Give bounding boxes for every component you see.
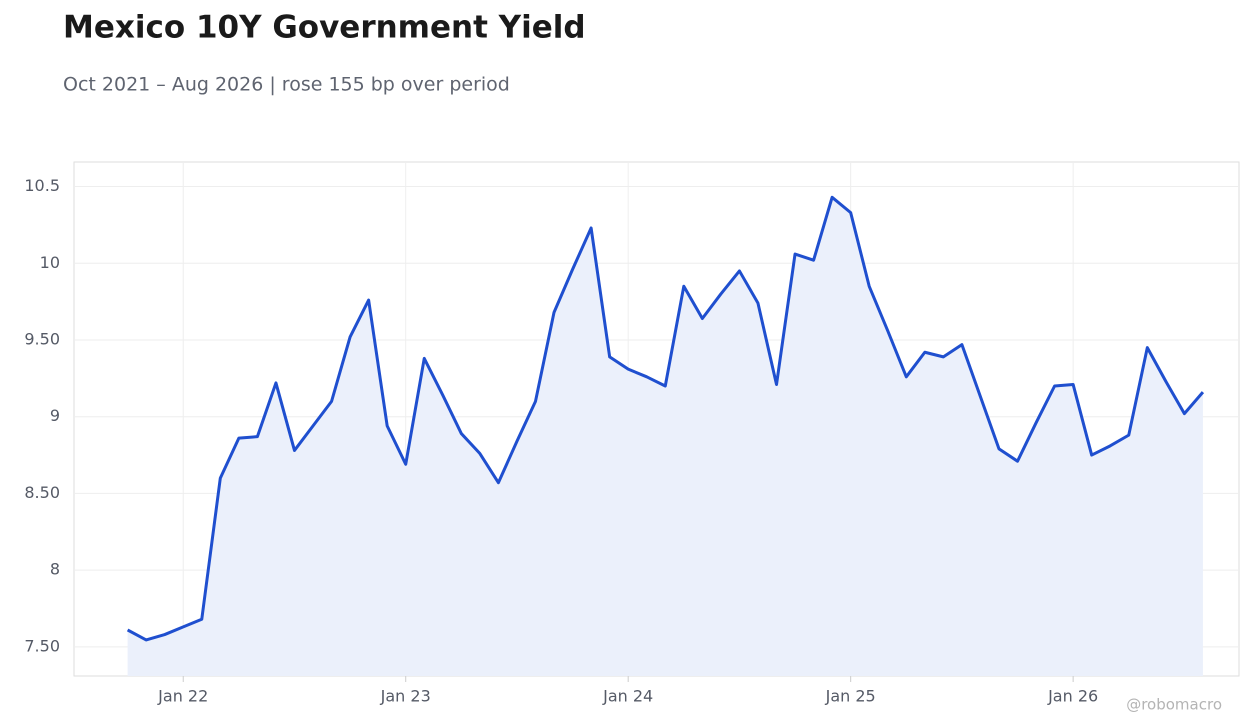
x-tick-label: Jan 26 xyxy=(1047,687,1098,706)
watermark: @robomacro xyxy=(1126,696,1222,714)
y-tick-label: 8 xyxy=(50,560,60,579)
chart-title: Mexico 10Y Government Yield xyxy=(63,10,586,46)
y-tick-label: 9.50 xyxy=(24,329,60,348)
area xyxy=(127,197,1203,676)
chart-subtitle: Oct 2021 – Aug 2026 | rose 155 bp over p… xyxy=(63,74,510,96)
y-tick-label: 10 xyxy=(40,253,60,272)
y-tick-label: 8.50 xyxy=(24,483,60,502)
line xyxy=(126,195,1205,642)
x-tick-label: Jan 22 xyxy=(157,687,208,706)
y-tick-label: 9 xyxy=(50,406,60,425)
x-tick-label: Jan 25 xyxy=(825,687,876,706)
y-tick-label: 10.5 xyxy=(24,176,60,195)
x-tick-label: Jan 24 xyxy=(602,687,653,706)
y-tick-label: 7.50 xyxy=(24,636,60,655)
x-tick-label: Jan 23 xyxy=(380,687,431,706)
